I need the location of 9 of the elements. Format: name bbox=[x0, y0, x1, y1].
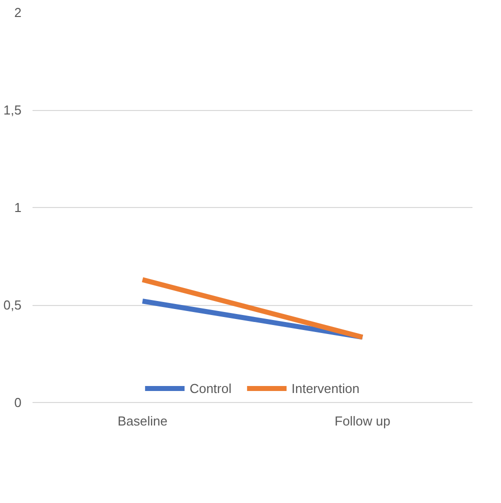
y-tick-label: 1,5 bbox=[3, 102, 22, 118]
x-tick-label: Follow up bbox=[334, 414, 390, 428]
legend-label: Intervention bbox=[291, 380, 360, 396]
y-tick-label: 1 bbox=[14, 200, 22, 215]
y-tick-label: 0,5 bbox=[3, 298, 22, 312]
y-tick-label: 2 bbox=[14, 5, 22, 20]
y-tick-label: 0 bbox=[14, 395, 22, 410]
legend-label: Control bbox=[190, 380, 232, 396]
x-tick-label: Baseline bbox=[118, 414, 168, 428]
